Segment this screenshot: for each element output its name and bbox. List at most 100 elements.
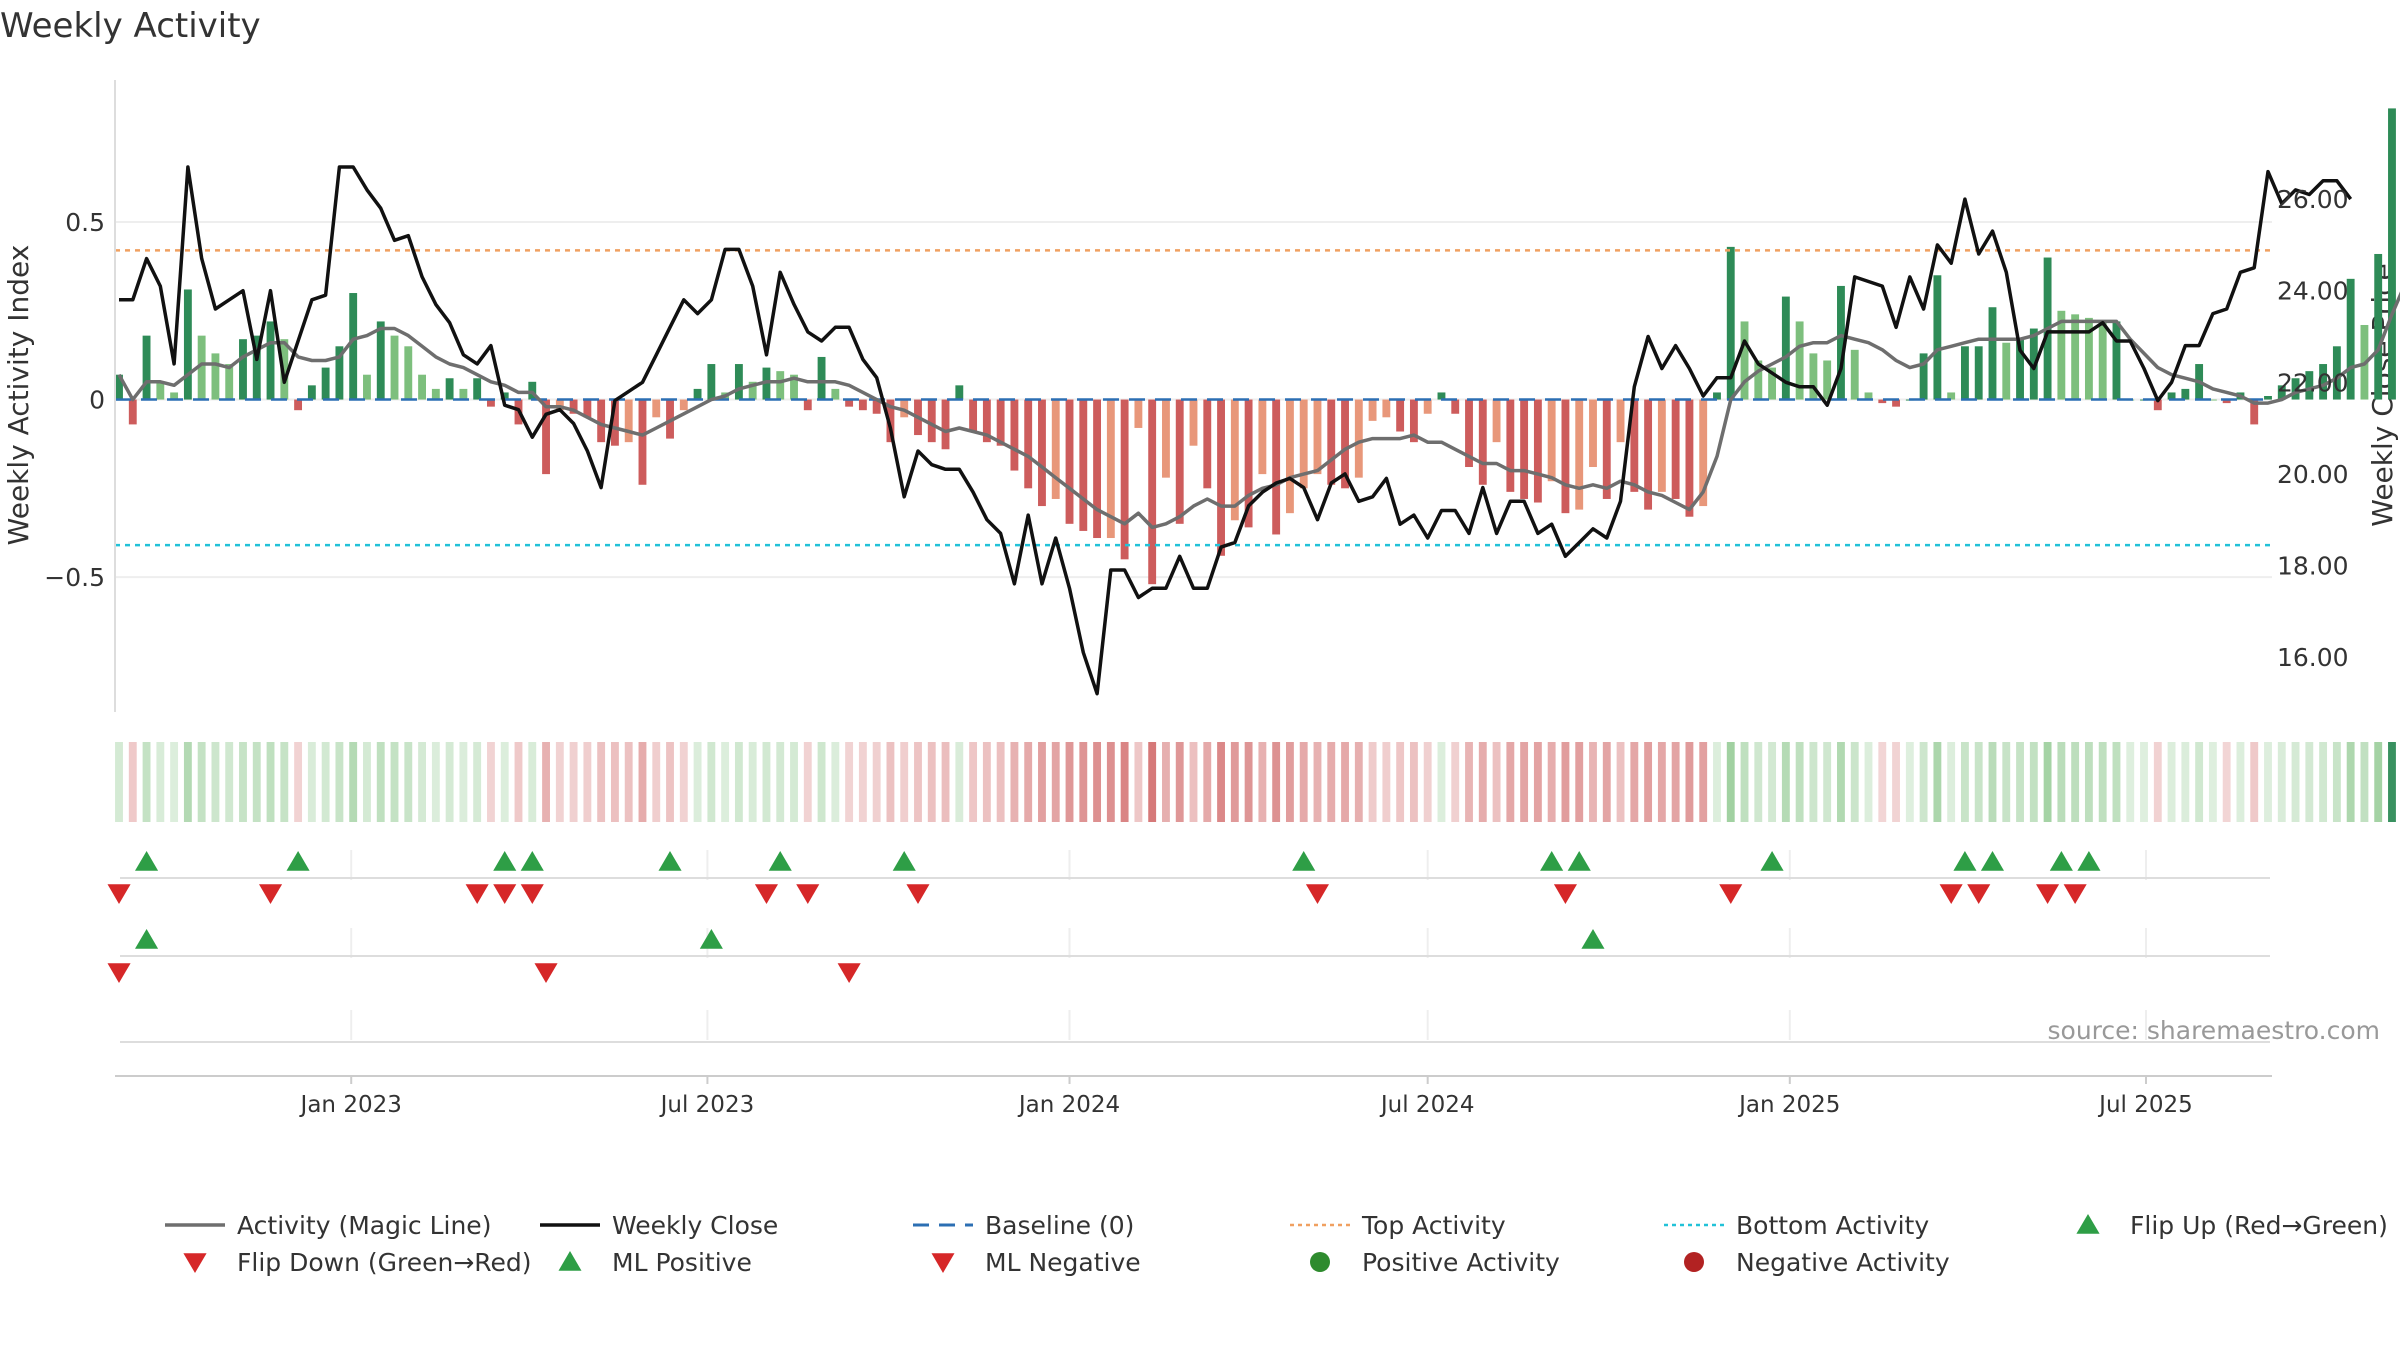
- heat-cell: [1754, 742, 1763, 822]
- heat-cell: [1809, 742, 1818, 822]
- ml-negative-marker: [534, 963, 558, 983]
- heat-cell: [2084, 742, 2093, 822]
- activity-bar: [638, 399, 647, 485]
- activity-bar: [266, 321, 275, 400]
- heat-cell: [1726, 742, 1735, 822]
- heat-cell: [2112, 742, 2121, 822]
- heat-cell: [1864, 742, 1873, 822]
- activity-bar: [1919, 353, 1928, 400]
- heat-cell: [2167, 742, 2176, 822]
- flip-down-marker: [493, 884, 517, 904]
- activity-bar: [1547, 399, 1556, 482]
- activity-bar: [307, 385, 316, 400]
- heat-cell: [1024, 742, 1033, 822]
- activity-bar: [2153, 399, 2162, 411]
- heat-cell: [1561, 742, 1570, 822]
- activity-bar: [1988, 307, 1997, 400]
- activity-bar: [1974, 346, 1983, 400]
- activity-bar: [817, 356, 826, 400]
- legend-label: ML Positive: [612, 1248, 752, 1277]
- heat-cell: [2222, 742, 2231, 822]
- heat-cell: [376, 742, 385, 822]
- heat-cell: [790, 742, 798, 822]
- activity-bar: [1120, 399, 1129, 560]
- legend-item: Flip Down (Green→Red): [183, 1248, 532, 1277]
- heat-cell: [748, 742, 757, 822]
- x-tick-label: Jan 2023: [299, 1092, 402, 1118]
- x-tick-label: Jul 2025: [2097, 1092, 2193, 1118]
- heat-cell: [597, 742, 606, 822]
- heat-cell: [1189, 742, 1198, 822]
- activity-bar: [1189, 399, 1198, 446]
- heat-cell: [2277, 742, 2286, 822]
- activity-bar: [1217, 399, 1225, 556]
- heat-cell: [872, 742, 881, 822]
- activity-bar: [1299, 399, 1308, 489]
- heat-cell: [555, 742, 564, 822]
- heat-cell: [307, 742, 316, 822]
- activity-bar: [1492, 399, 1501, 443]
- activity-bar: [982, 399, 991, 443]
- legend-label: Flip Up (Red→Green): [2130, 1211, 2388, 1240]
- heat-cell: [528, 742, 537, 822]
- heat-cell: [982, 742, 991, 822]
- heat-cell: [2195, 742, 2204, 822]
- x-tick-label: Jul 2023: [659, 1092, 755, 1118]
- activity-bar: [1368, 399, 1377, 421]
- activity-bar: [1961, 346, 1969, 400]
- activity-bar: [1106, 399, 1115, 539]
- activity-bar: [1809, 353, 1818, 400]
- activity-bar: [1795, 321, 1804, 400]
- flip-up-marker: [2049, 851, 2073, 871]
- heat-cell: [1478, 742, 1487, 822]
- legend-item: ML Negative: [931, 1248, 1141, 1277]
- heat-cell: [252, 742, 261, 822]
- legend-swatch-circle: [1310, 1252, 1330, 1272]
- heat-cell: [2305, 742, 2314, 822]
- activity-bar: [1478, 399, 1487, 485]
- heat-cell: [170, 742, 179, 822]
- heat-cell: [1905, 742, 1914, 822]
- heat-cell: [941, 742, 950, 822]
- heat-cell: [1768, 742, 1777, 822]
- activity-bar: [1685, 399, 1694, 517]
- activity-bar: [1561, 399, 1570, 514]
- heat-cell: [2153, 742, 2162, 822]
- activity-bar: [335, 346, 344, 400]
- heat-cell: [2319, 742, 2328, 822]
- heat-cell: [831, 742, 840, 822]
- legend-item: ML Positive: [558, 1248, 752, 1277]
- activity-bar: [1148, 399, 1157, 585]
- activity-bar: [1244, 399, 1253, 528]
- signal-markers: [107, 851, 2101, 983]
- heat-cell: [1148, 742, 1157, 822]
- activity-bar: [2250, 399, 2259, 425]
- flip-down-marker: [465, 884, 489, 904]
- ml-positive-marker: [1581, 929, 1605, 949]
- y-left-tick-label: 0.5: [65, 208, 105, 237]
- heat-cell: [1602, 742, 1611, 822]
- activity-bar: [197, 335, 206, 400]
- activity-bar: [431, 388, 440, 400]
- heat-cell: [927, 742, 936, 822]
- heat-cell: [404, 742, 413, 822]
- legend-swatch-triangle-up: [558, 1251, 582, 1271]
- heat-cell: [734, 742, 743, 822]
- legend-item: Flip Up (Red→Green): [2076, 1211, 2388, 1240]
- legend-label: Bottom Activity: [1736, 1211, 1929, 1240]
- heat-cell: [1244, 742, 1253, 822]
- heat-cell: [2332, 742, 2341, 822]
- heat-cell: [1272, 742, 1281, 822]
- activity-bar: [418, 374, 426, 400]
- y-right-tick-label: 18.00: [2277, 551, 2349, 580]
- flip-down-marker: [1939, 884, 1963, 904]
- grid-layer: [115, 221, 2272, 1043]
- flip-down-marker: [1967, 884, 1991, 904]
- activity-bar: [2098, 321, 2107, 400]
- activity-bar: [2016, 339, 2024, 400]
- heat-cell: [2291, 742, 2300, 822]
- heat-cell: [1740, 742, 1749, 822]
- activity-bar: [707, 364, 716, 400]
- heat-cell: [321, 742, 330, 822]
- activity-bar: [445, 378, 454, 400]
